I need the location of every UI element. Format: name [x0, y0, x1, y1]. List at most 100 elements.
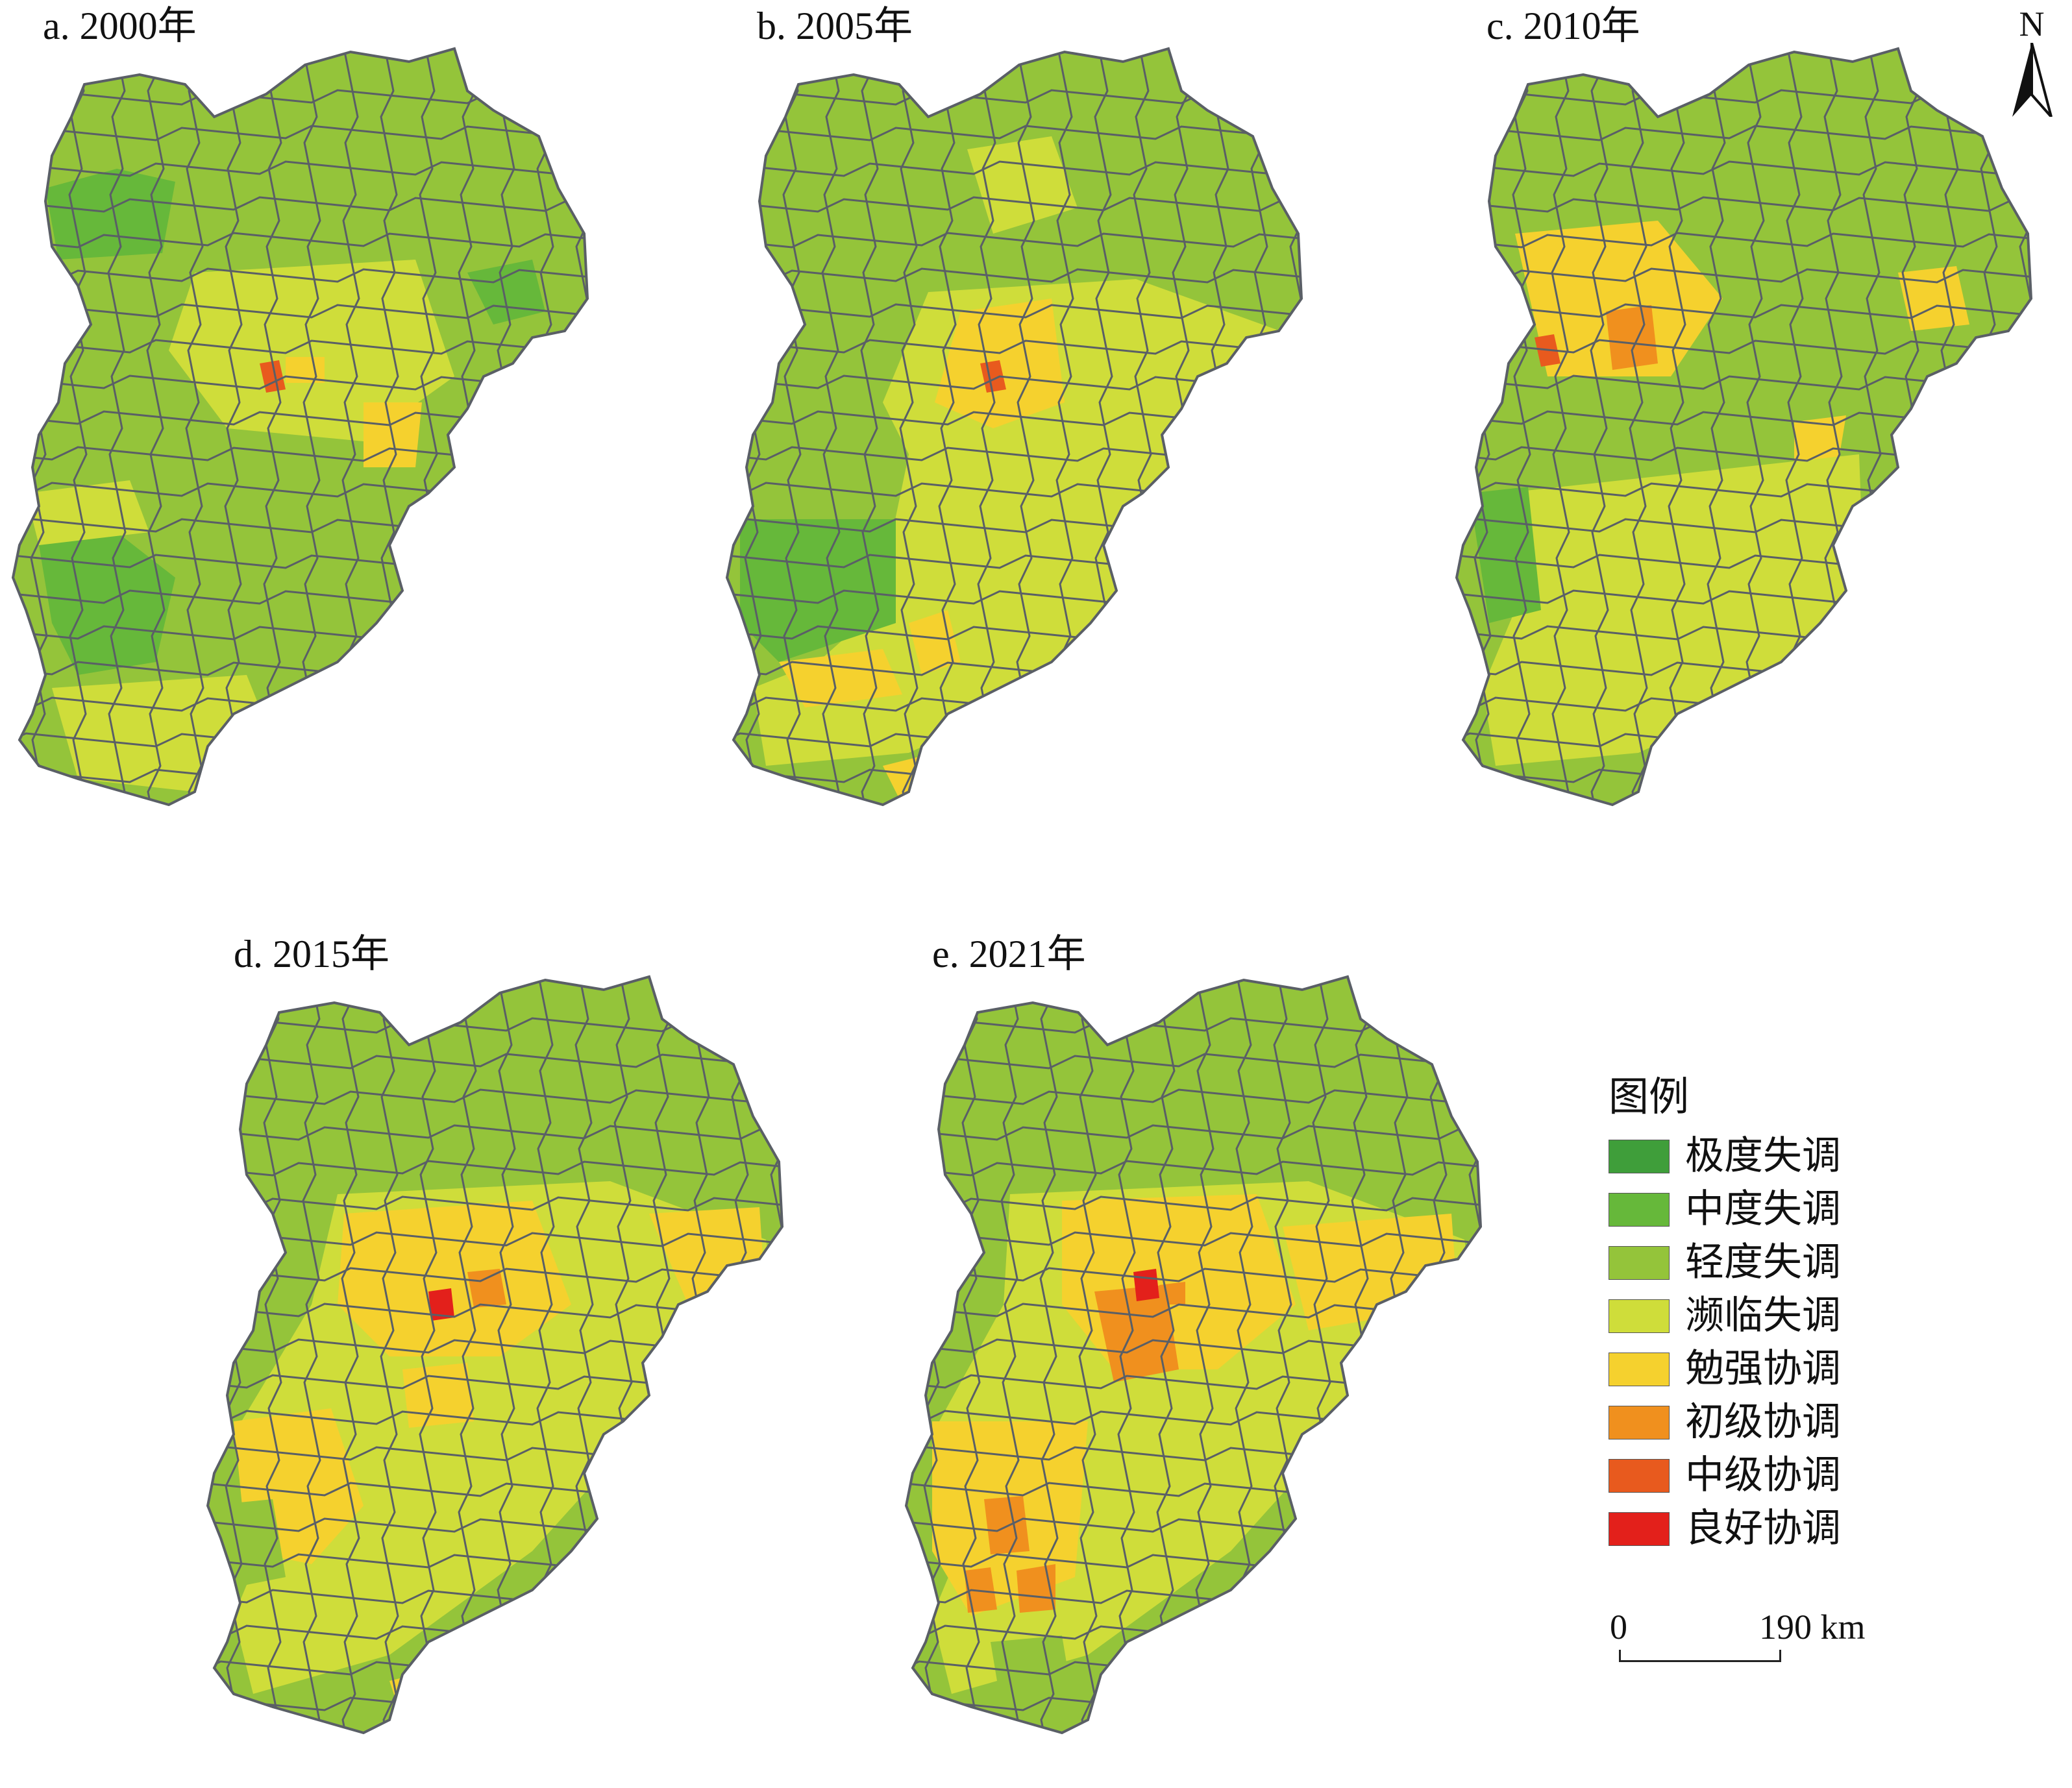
scale-bar: 0 190 km: [1610, 1608, 1866, 1681]
legend-swatch: [1609, 1193, 1670, 1227]
county-boundary: [906, 1160, 1481, 1177]
region-patch: [1133, 1269, 1159, 1301]
panel-title-a: a. 2000年: [43, 5, 197, 47]
county-boundary: [899, 49, 919, 805]
legend-item: 良好协调: [1609, 1507, 1841, 1560]
region-patch: [967, 136, 1078, 234]
county-boundary: [208, 1088, 782, 1105]
panel-title-e: e. 2021年: [932, 933, 1086, 975]
region-patch: [909, 610, 961, 675]
map-a-shape: [11, 47, 589, 807]
map-a: [11, 47, 589, 807]
region-patch: [428, 1288, 454, 1321]
county-boundary: [146, 49, 166, 805]
legend-item: 轻度失调: [1609, 1241, 1841, 1294]
county-boundary: [1457, 160, 2031, 177]
scale-bar-tick: [1619, 1650, 1621, 1662]
county-boundary: [185, 49, 204, 805]
county-boundary: [13, 232, 587, 249]
map-d-shape: [206, 975, 784, 1735]
north-arrow-icon: [2012, 43, 2053, 117]
county-boundary: [2018, 49, 2031, 805]
county-boundary: [208, 1160, 782, 1177]
region-patch: [984, 1496, 1030, 1554]
county-boundary: [727, 196, 1301, 213]
region-outline: [725, 47, 1303, 807]
region-patch: [1606, 305, 1658, 370]
scale-bar-end: 190 km: [1759, 1608, 1866, 1647]
county-boundary: [727, 160, 1301, 177]
map-b-shape: [725, 47, 1303, 807]
map-c-shape: [1455, 47, 2033, 807]
scale-bar-start: 0: [1610, 1608, 1627, 1647]
legend: 图例 极度失调 中度失调 轻度失调 濒临失调 勉强协调 初级协调 中级协调 良好…: [1609, 1075, 1841, 1560]
legend-title: 图例: [1609, 1075, 1690, 1120]
region-patch: [467, 1269, 506, 1308]
map-e-shape: [904, 975, 1483, 1735]
county-boundary: [1289, 49, 1301, 805]
county-boundary: [1000, 977, 1020, 1733]
county-boundary: [13, 267, 587, 284]
panel-title-b: b. 2005年: [757, 5, 913, 47]
county-boundary: [68, 49, 88, 805]
county-boundary: [727, 232, 1301, 249]
panel-title-c: c. 2010年: [1486, 5, 1640, 47]
county-boundary: [208, 1195, 782, 1212]
panel-title-d: d. 2015年: [234, 933, 389, 975]
county-boundary: [938, 49, 957, 805]
county-boundary: [1512, 49, 1531, 805]
legend-label: 中度失调: [1685, 1188, 1841, 1231]
region-patch: [1017, 1564, 1055, 1613]
county-boundary: [961, 977, 981, 1733]
legend-label: 中级协调: [1685, 1454, 1841, 1497]
region-outline: [1455, 47, 2033, 807]
county-boundary: [906, 1088, 1481, 1105]
county-boundary: [1457, 232, 2031, 249]
county-boundary: [1590, 49, 1609, 805]
legend-label: 良好协调: [1685, 1507, 1841, 1550]
map-c: [1455, 47, 2033, 807]
county-boundary: [906, 1124, 1481, 1141]
map-d: [206, 975, 784, 1735]
county-boundary: [1457, 196, 2031, 213]
region-patch: [52, 675, 273, 792]
legend-label: 濒临失调: [1685, 1294, 1841, 1337]
legend-label: 初级协调: [1685, 1401, 1841, 1443]
county-boundary: [906, 1195, 1481, 1212]
county-boundary: [782, 49, 802, 805]
county-boundary: [380, 977, 399, 1733]
legend-label: 轻度失调: [1685, 1241, 1841, 1284]
legend-swatch: [1609, 1459, 1670, 1493]
county-boundary: [13, 160, 587, 177]
region-outline: [11, 47, 589, 807]
north-arrow: N: [2006, 6, 2058, 117]
legend-swatch: [1609, 1512, 1670, 1546]
county-boundary: [341, 977, 360, 1733]
county-boundary: [107, 49, 127, 805]
legend-swatch: [1609, 1140, 1670, 1173]
county-boundary: [860, 49, 880, 805]
region-outline: [904, 975, 1483, 1735]
county-boundary: [1551, 49, 1570, 805]
county-boundary: [1668, 49, 1687, 805]
county-boundary: [574, 49, 587, 805]
map-b: [725, 47, 1303, 807]
county-boundary: [1078, 977, 1098, 1733]
county-boundary: [263, 977, 282, 1733]
county-boundary: [208, 1124, 782, 1141]
county-boundary: [1468, 977, 1481, 1733]
county-boundary: [419, 977, 438, 1733]
scale-bar-tick: [1779, 1650, 1781, 1662]
region-patch: [753, 279, 1298, 766]
county-boundary: [302, 977, 321, 1733]
county-boundary: [1039, 977, 1059, 1733]
region-patch: [260, 360, 286, 393]
region-patch: [1159, 1282, 1185, 1304]
legend-swatch: [1609, 1406, 1670, 1439]
county-boundary: [13, 196, 587, 213]
county-boundary: [1117, 977, 1137, 1733]
scale-bar-line: [1619, 1660, 1781, 1662]
legend-swatch: [1609, 1299, 1670, 1333]
legend-item: 初级协调: [1609, 1401, 1841, 1454]
legend-item: 极度失调: [1609, 1134, 1841, 1188]
